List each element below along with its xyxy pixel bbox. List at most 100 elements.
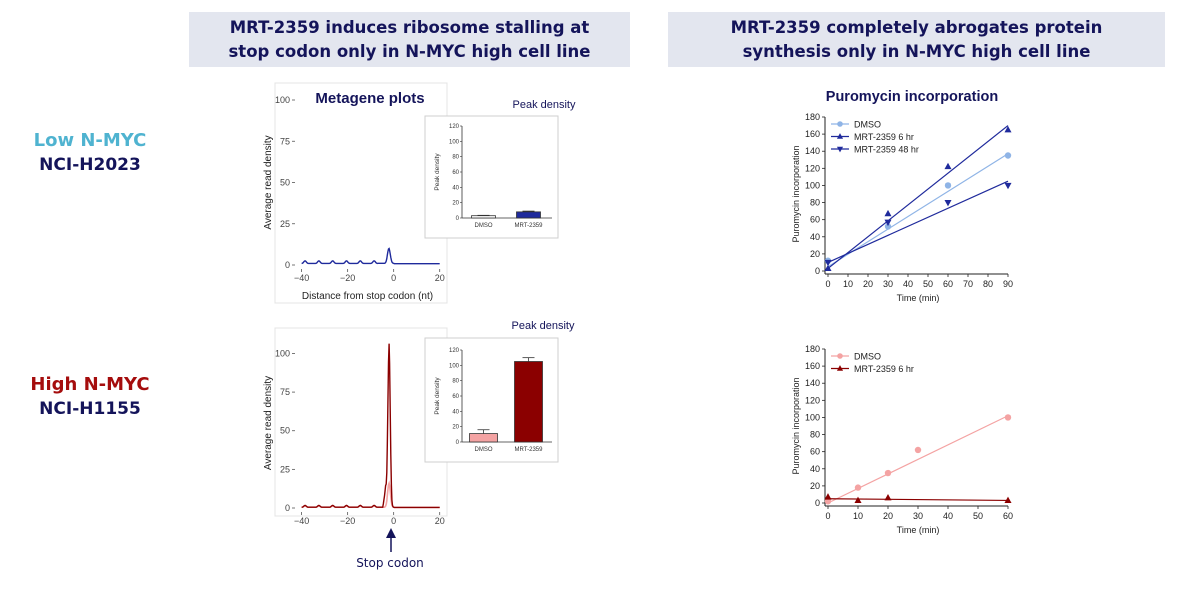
puro_high-legend-label-dmso: DMSO — [854, 352, 881, 362]
puro_high-ytick-label: 40 — [810, 464, 820, 474]
peak_low-ytick-label: 20 — [452, 201, 459, 207]
puro_high-point-dmso — [824, 498, 832, 505]
peak_low-category-label: DMSO — [475, 223, 493, 229]
puro_low-ylabel: Puromycin incorporation — [791, 145, 801, 242]
puro_high-xtick-label: 0 — [825, 511, 830, 521]
metagene_low-ytick-label: 25 — [280, 219, 290, 229]
puro_low-xtick-label: 30 — [883, 279, 893, 289]
puro_high-point-mrt-2359-6-hr — [1004, 496, 1012, 503]
puro_low-legend-label-mrt-2359-48-hr: MRT-2359 48 hr — [854, 145, 919, 155]
metagene_high-xtick-label: 20 — [435, 516, 445, 526]
high-nmyc-label: High N-MYC — [30, 374, 150, 395]
puro_low-title: Puromycin incorporation — [826, 89, 998, 105]
puro_low-ytick-label: 40 — [810, 232, 820, 242]
left-header-line2: stop codon only in N-MYC high cell line — [228, 41, 591, 61]
puro_low-point-mrt-2359-6-hr — [824, 264, 832, 271]
peak_low-ytick-label: 40 — [452, 185, 459, 191]
metagene_high-xtick-label: −20 — [340, 516, 355, 526]
puro_low-xtick-label: 50 — [923, 279, 933, 289]
metagene_high-ylabel: Average read density — [263, 376, 274, 470]
low-cell-line-label: NCI-H2023 — [39, 155, 141, 175]
puro_low-fit-dmso — [827, 153, 1009, 268]
puro_low-point-mrt-2359-6-hr — [944, 162, 952, 170]
puro_low-point-dmso — [1004, 152, 1012, 159]
metagene_low-xtick-label: −20 — [340, 273, 355, 283]
puro_low-point-dmso — [944, 182, 952, 189]
puro_low-ytick-label: 140 — [805, 146, 820, 156]
puro_high-ytick-label: 80 — [810, 430, 820, 440]
puro_low-xtick-label: 90 — [1003, 279, 1013, 289]
puro_low-xtick-label: 0 — [825, 279, 830, 289]
puro_low-fit-mrt-2359-6-hr — [827, 125, 1009, 269]
peak_low-ytick-label: 80 — [452, 155, 459, 161]
puro_high-xtick-label: 40 — [943, 511, 953, 521]
peak_low-bar-mrt-2359 — [516, 211, 541, 219]
metagene_low-title: Metagene plots — [315, 90, 424, 107]
metagene_high-xtick-label: 0 — [391, 516, 396, 526]
puro_low-ytick-label: 80 — [810, 198, 820, 208]
stop-codon-label: Stop codon — [356, 556, 424, 570]
metagene_low-series-mrt-2359 — [301, 247, 440, 265]
peak_high-ytick-label: 0 — [456, 440, 460, 446]
left-header-line1: MRT-2359 induces ribosome stalling at — [229, 17, 590, 37]
puro_high-legend-marker-mrt-2359-6-hr — [836, 365, 844, 371]
puro_low-point-mrt-2359-48-hr — [944, 199, 952, 207]
puro_high-point-dmso — [854, 484, 862, 491]
peak_low-title: Peak density — [513, 99, 576, 111]
metagene_high-ytick-label: 25 — [280, 464, 290, 474]
puro_low-point-mrt-2359-48-hr — [1004, 182, 1012, 190]
peak_high-ytick-label: 60 — [452, 394, 459, 400]
metagene_high-series-mrt-2359 — [301, 343, 440, 509]
metagene_low-ytick-label: 100 — [275, 95, 290, 105]
puro_high-point-mrt-2359-6-hr — [854, 496, 862, 503]
metagene_low-ytick-label: 0 — [285, 260, 290, 270]
puro_high-ytick-label: 0 — [815, 498, 820, 508]
puro_high-xtick-label: 30 — [913, 511, 923, 521]
puro_low-legend-label-mrt-2359-6-hr: MRT-2359 6 hr — [854, 132, 914, 142]
metagene_low-xtick-label: 0 — [391, 273, 396, 283]
puro_high-ytick-label: 140 — [805, 378, 820, 388]
peak_high-ytick-label: 120 — [449, 348, 460, 354]
puro_low-ytick-label: 60 — [810, 215, 820, 225]
puro_low-point-mrt-2359-6-hr — [1004, 125, 1012, 133]
puro_high-xtick-label: 60 — [1003, 511, 1013, 521]
right-header-line1: MRT-2359 completely abrogates protein — [730, 17, 1103, 37]
peak_high-ytick-label: 100 — [449, 363, 460, 369]
peak_high-category-label: MRT-2359 — [515, 447, 544, 453]
peak_high-title: Peak density — [512, 320, 575, 332]
puro_low-point-mrt-2359-48-hr — [884, 219, 892, 227]
puro_high-point-dmso — [884, 469, 892, 477]
high-cell-line-label: NCI-H1155 — [39, 399, 141, 419]
peak_low-ytick-label: 60 — [452, 170, 459, 176]
peak_low-category-label: MRT-2359 — [515, 223, 544, 229]
peak_low-ylabel: Peak density — [434, 153, 441, 191]
puro_low-ytick-label: 180 — [805, 112, 820, 122]
peak_high-ytick-label: 20 — [452, 425, 459, 431]
puro_low-ytick-label: 160 — [805, 129, 820, 139]
puro_low-xtick-label: 60 — [943, 279, 953, 289]
puro_high-point-mrt-2359-6-hr — [824, 493, 832, 500]
puro_high-xtick-label: 20 — [883, 511, 893, 521]
puro_low-legend-marker-dmso — [837, 121, 843, 127]
peak_low-ytick-label: 120 — [449, 124, 460, 130]
peak_low-ytick-label: 100 — [449, 139, 460, 145]
metagene_high-ytick-label: 0 — [285, 503, 290, 513]
metagene_low-xtick-label: −40 — [294, 273, 309, 283]
puro_low-point-mrt-2359-6-hr — [884, 209, 892, 217]
peak_high-ytick-label: 40 — [452, 409, 459, 415]
metagene_high-xtick-label: −40 — [294, 516, 309, 526]
puro_low-xtick-label: 10 — [843, 279, 853, 289]
puro_low-fit-mrt-2359-48-hr — [827, 180, 1009, 263]
peak_low-bar-dmso — [471, 215, 496, 219]
peak_high-bar-dmso — [469, 433, 498, 443]
peak_high-ytick-label: 80 — [452, 379, 459, 385]
puro_low-xtick-label: 80 — [983, 279, 993, 289]
metagene_low-xtick-label: 20 — [435, 273, 445, 283]
row-label-low: Low N-MYC NCI-H2023 — [5, 129, 175, 177]
